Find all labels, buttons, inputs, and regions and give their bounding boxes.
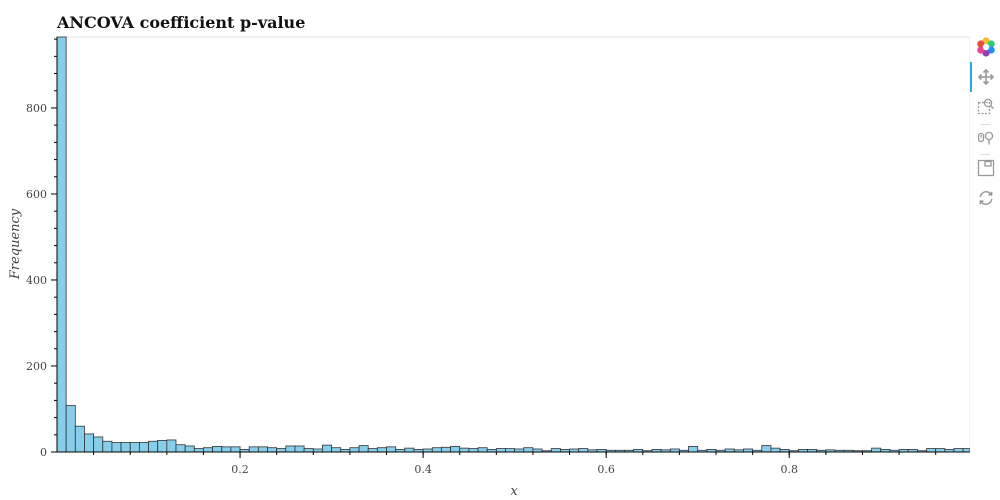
reset-icon[interactable] [974, 186, 998, 210]
histogram-bar [450, 446, 461, 453]
histogram-bar [367, 448, 378, 453]
histogram-bar [523, 447, 534, 453]
y-tick-label: 0 [40, 446, 47, 459]
histogram-bar [477, 447, 488, 453]
histogram-bar [459, 447, 470, 453]
histogram-bar [495, 448, 506, 453]
histogram-bar [230, 446, 241, 453]
histogram-bar [294, 445, 305, 453]
bokeh-logo-icon[interactable] [974, 35, 998, 59]
histogram-bar [431, 447, 442, 453]
y-tick-label: 800 [26, 102, 47, 115]
toolbar-divider [980, 154, 990, 155]
histogram-bar [550, 448, 561, 453]
plot-frame [56, 36, 970, 453]
active-tool-indicator [970, 62, 972, 92]
x-axis-label: x [510, 484, 518, 499]
histogram-bar [267, 447, 278, 453]
histogram-plot[interactable]: 0.2 0.4 0.6 0.8 0 200 400 600 800 x Frequency [0, 0, 970, 500]
histogram-bar [212, 446, 223, 453]
histogram-bar [578, 448, 589, 453]
y-tick-label: 400 [26, 274, 47, 287]
histogram-bar [962, 448, 970, 453]
toolbar-divider [980, 124, 990, 125]
histogram-bar [184, 445, 195, 453]
histogram-bar [248, 446, 259, 453]
box-zoom-icon[interactable] [974, 94, 998, 118]
histogram-bar [358, 445, 369, 453]
histogram-bar [331, 447, 342, 453]
histogram-bar [157, 439, 168, 453]
histogram-bar [688, 446, 699, 453]
pan-icon[interactable] [974, 65, 998, 89]
histogram-bar [65, 405, 76, 453]
histogram-bar [84, 433, 95, 453]
histogram-bar [276, 448, 287, 453]
histogram-bar [303, 448, 314, 453]
histogram-bar [175, 444, 186, 453]
histogram-bar [505, 448, 516, 453]
histogram-bar [120, 442, 131, 453]
histogram-bar [953, 448, 964, 453]
histogram-bar [404, 447, 415, 453]
histogram-bar [148, 440, 159, 453]
histogram-bar [102, 440, 113, 453]
histogram-bar [74, 425, 85, 453]
wheel-zoom-icon[interactable] [974, 126, 998, 150]
chart-title: ANCOVA coefficient p-value [57, 13, 306, 32]
histogram-bar [221, 446, 232, 453]
histogram-bars [56, 36, 970, 453]
save-icon[interactable] [974, 156, 998, 180]
histogram-bar [926, 448, 937, 453]
histogram-bar [285, 445, 296, 453]
histogram-bar [111, 442, 122, 453]
y-axis-label: Frequency [8, 208, 23, 280]
histogram-bar [193, 448, 204, 453]
histogram-bar [93, 436, 104, 453]
histogram-bar [322, 444, 332, 453]
x-tick-label: 0.8 [780, 463, 798, 476]
histogram-bar [138, 442, 149, 453]
histogram-bar [770, 447, 781, 453]
histogram-bar [386, 446, 397, 453]
histogram-bar [56, 36, 67, 453]
x-axis-ticks: 0.2 0.4 0.6 0.8 [93, 452, 937, 476]
x-tick-label: 0.6 [597, 463, 615, 476]
histogram-bar [468, 448, 479, 453]
x-tick-label: 0.2 [231, 463, 249, 476]
histogram-bar [376, 447, 387, 453]
y-tick-label: 600 [26, 188, 47, 201]
histogram-bar [871, 447, 882, 453]
histogram-bar [761, 445, 772, 453]
histogram-bar [203, 447, 213, 453]
histogram-bar [935, 448, 946, 453]
plot-toolbar [970, 34, 1000, 224]
y-axis-ticks: 0 200 400 600 800 [26, 38, 57, 459]
histogram-bar [166, 439, 177, 453]
x-tick-label: 0.4 [414, 463, 432, 476]
histogram-bar [441, 446, 451, 453]
histogram-bar [257, 446, 268, 453]
y-tick-label: 200 [26, 360, 47, 373]
histogram-bar [349, 447, 360, 453]
histogram-bar [129, 442, 140, 453]
